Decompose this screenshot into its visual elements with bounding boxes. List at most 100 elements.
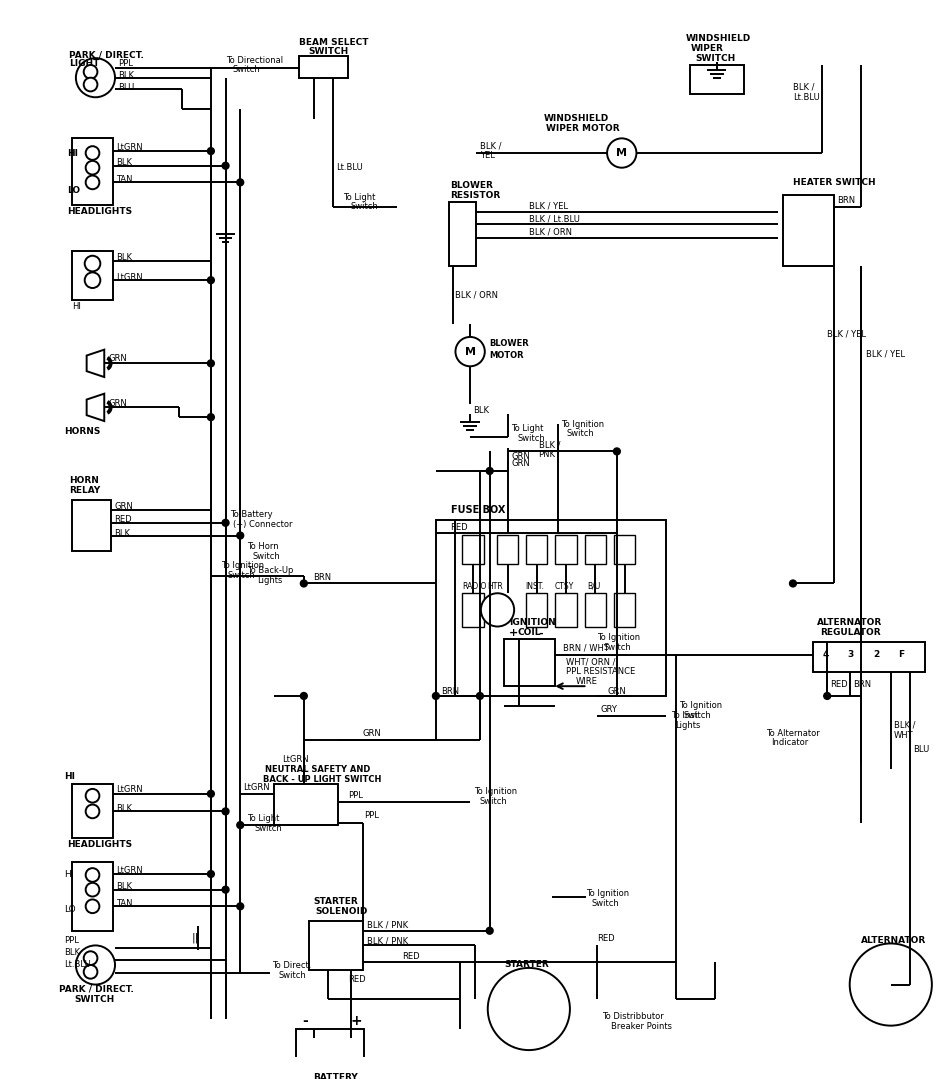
Text: Switch: Switch <box>278 971 307 980</box>
Bar <box>436 520 665 696</box>
Text: TAN: TAN <box>116 899 132 907</box>
Text: WINDSHIELD: WINDSHIELD <box>685 35 750 43</box>
Text: To Ignition: To Ignition <box>221 561 264 571</box>
Text: GRN: GRN <box>114 502 132 510</box>
Circle shape <box>237 903 244 910</box>
Circle shape <box>86 176 99 189</box>
Text: BLK /: BLK / <box>539 440 560 449</box>
Bar <box>308 921 363 970</box>
Text: LtGRN: LtGRN <box>116 273 143 282</box>
Text: RED: RED <box>114 516 131 524</box>
Circle shape <box>607 138 637 167</box>
Text: HORN: HORN <box>69 476 99 486</box>
Circle shape <box>76 945 115 984</box>
Text: Switch: Switch <box>684 711 711 720</box>
Text: HEATER SWITCH: HEATER SWITCH <box>793 178 876 187</box>
Text: WIRE: WIRE <box>576 677 598 686</box>
Text: RADIO: RADIO <box>463 582 486 591</box>
Bar <box>585 593 606 628</box>
Text: SWITCH: SWITCH <box>74 995 114 1003</box>
Text: To Battery: To Battery <box>230 510 273 519</box>
Bar <box>448 202 476 265</box>
Text: BLK /: BLK / <box>793 83 815 92</box>
Text: 4: 4 <box>823 651 828 659</box>
Bar <box>783 195 834 265</box>
Circle shape <box>222 519 229 527</box>
Text: BLK / Lt.BLU: BLK / Lt.BLU <box>528 214 580 223</box>
Text: RESISTOR: RESISTOR <box>450 191 501 200</box>
Circle shape <box>208 360 214 367</box>
Circle shape <box>486 467 493 475</box>
Circle shape <box>85 256 100 272</box>
Text: TAN: TAN <box>116 175 132 183</box>
Text: BLK / PNK: BLK / PNK <box>367 920 408 929</box>
Text: Switch: Switch <box>253 551 281 561</box>
Circle shape <box>86 146 99 160</box>
Text: To Direct.: To Direct. <box>272 961 312 970</box>
Text: Lt.BLU: Lt.BLU <box>64 960 90 970</box>
Circle shape <box>487 968 570 1050</box>
Circle shape <box>850 943 932 1026</box>
Text: BRN / WHT: BRN / WHT <box>563 643 609 653</box>
Text: HEADLIGHTS: HEADLIGHTS <box>67 207 132 216</box>
Text: Switch: Switch <box>566 429 594 438</box>
Text: BLK / YEL: BLK / YEL <box>866 350 905 358</box>
Text: RED: RED <box>830 680 848 688</box>
Text: RELAY: RELAY <box>69 486 100 495</box>
Text: WIPER: WIPER <box>690 44 724 53</box>
Circle shape <box>237 179 244 186</box>
Circle shape <box>208 871 214 877</box>
Text: PARK / DIRECT.: PARK / DIRECT. <box>59 985 134 994</box>
Text: SWITCH: SWITCH <box>308 46 349 56</box>
Text: Breaker Points: Breaker Points <box>611 1022 672 1032</box>
Bar <box>497 534 518 564</box>
Text: HTR: HTR <box>487 582 504 591</box>
Text: LtGRN: LtGRN <box>243 783 269 792</box>
Text: Lt.BLU: Lt.BLU <box>793 93 820 101</box>
Text: Switch: Switch <box>255 823 283 833</box>
Bar <box>72 862 113 931</box>
Circle shape <box>301 581 307 587</box>
Text: ALTERNATOR: ALTERNATOR <box>862 935 926 945</box>
Text: CTSY: CTSY <box>554 582 574 591</box>
Text: BLU: BLU <box>118 83 134 92</box>
Bar <box>690 65 744 94</box>
Text: To Ignition: To Ignition <box>585 889 628 898</box>
Text: BEAM SELECT: BEAM SELECT <box>299 38 368 47</box>
Text: GRN: GRN <box>363 728 381 738</box>
Circle shape <box>85 272 100 288</box>
Circle shape <box>84 952 97 965</box>
Bar <box>526 534 547 564</box>
Circle shape <box>237 822 244 829</box>
Bar <box>463 593 484 628</box>
Text: PPL RESISTANCE: PPL RESISTANCE <box>566 667 635 677</box>
Bar <box>299 56 347 78</box>
Bar <box>72 250 113 300</box>
Circle shape <box>222 162 229 169</box>
Text: SWITCH: SWITCH <box>695 54 735 63</box>
Text: Switch: Switch <box>232 66 260 74</box>
Circle shape <box>455 337 485 366</box>
Text: +: + <box>350 1014 363 1027</box>
Text: GRN: GRN <box>109 399 127 408</box>
Text: REGULATOR: REGULATOR <box>821 628 881 637</box>
Text: 2: 2 <box>873 651 880 659</box>
Circle shape <box>301 693 307 699</box>
Text: Switch: Switch <box>591 899 619 907</box>
Text: HI: HI <box>67 149 78 158</box>
Text: Switch: Switch <box>228 571 255 581</box>
Text: WHT: WHT <box>894 730 913 739</box>
Text: Switch: Switch <box>517 434 545 443</box>
Text: BRN: BRN <box>313 573 331 582</box>
Text: BLK: BLK <box>118 71 134 80</box>
Text: BLK: BLK <box>116 159 132 167</box>
Text: BRN: BRN <box>837 196 855 205</box>
Text: WINDSHIELD: WINDSHIELD <box>544 114 608 123</box>
Text: PARK / DIRECT.: PARK / DIRECT. <box>69 51 144 59</box>
Text: STARTER: STARTER <box>505 960 549 970</box>
Circle shape <box>222 886 229 893</box>
Text: LO: LO <box>64 904 76 914</box>
Text: YEL: YEL <box>480 151 495 161</box>
Circle shape <box>789 581 797 587</box>
Circle shape <box>486 927 493 934</box>
